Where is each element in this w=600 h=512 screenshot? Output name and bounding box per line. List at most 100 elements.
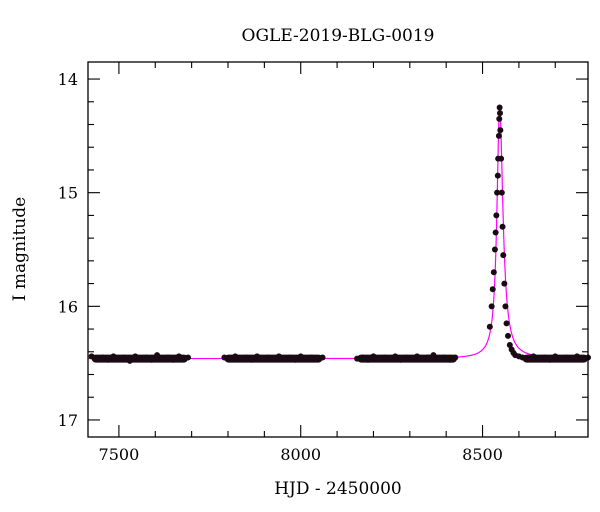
data-point: [185, 354, 191, 361]
data-point: [425, 354, 431, 361]
data-point: [496, 104, 503, 111]
data-point: [232, 353, 239, 360]
data-point: [414, 353, 421, 360]
data-point: [579, 355, 586, 362]
data-points-layer: [88, 104, 591, 364]
data-point: [386, 355, 393, 362]
data-point: [557, 355, 564, 362]
data-point: [254, 353, 261, 360]
x-tick-label: 7500: [99, 445, 140, 464]
data-point: [492, 229, 499, 236]
data-point: [505, 332, 511, 339]
data-point: [121, 354, 128, 361]
axis-ticks-layer: [88, 62, 588, 437]
data-point: [397, 356, 404, 363]
data-point: [488, 303, 495, 310]
data-point: [486, 323, 493, 330]
data-point: [143, 354, 150, 361]
x-tick-label: 8500: [462, 445, 503, 464]
data-point: [419, 355, 426, 362]
data-point: [221, 354, 228, 361]
data-point: [99, 354, 106, 361]
data-point: [497, 110, 503, 117]
y-tick-label: 17: [58, 411, 78, 430]
model-curve-layer: [88, 105, 588, 360]
data-point: [365, 356, 371, 363]
data-point: [541, 354, 548, 361]
data-point: [568, 355, 575, 362]
data-point: [243, 354, 250, 361]
data-point: [270, 355, 277, 362]
data-point: [175, 353, 182, 360]
data-point: [308, 354, 315, 361]
data-point: [502, 303, 509, 310]
data-point: [165, 354, 171, 361]
data-point: [430, 352, 437, 359]
x-tick-label: 8000: [280, 445, 321, 464]
data-point: [497, 127, 504, 134]
data-point: [498, 189, 505, 196]
data-point: [265, 354, 271, 361]
data-point: [115, 355, 122, 362]
chart-title: OGLE-2019-BLG-0019: [242, 26, 435, 46]
data-point: [494, 172, 501, 179]
data-point: [530, 353, 537, 360]
data-point: [314, 355, 321, 362]
data-point: [148, 356, 155, 363]
data-point: [132, 353, 139, 360]
data-point: [496, 115, 503, 122]
data-point: [286, 354, 293, 361]
data-point: [259, 355, 266, 362]
y-tick-label: 16: [58, 297, 78, 316]
data-point: [408, 355, 415, 362]
data-point: [275, 353, 282, 360]
data-point: [493, 212, 500, 219]
data-point: [506, 341, 513, 348]
data-point: [126, 357, 133, 364]
data-point: [446, 356, 453, 363]
data-point: [375, 355, 382, 362]
data-point: [499, 223, 506, 230]
y-axis-label: I magnitude: [10, 197, 30, 301]
data-point: [563, 354, 570, 361]
data-point: [354, 355, 361, 362]
data-point: [110, 353, 117, 360]
data-point: [303, 355, 310, 362]
data-point: [494, 189, 501, 196]
data-point: [503, 320, 510, 327]
data-point: [94, 355, 101, 362]
data-point: [546, 356, 553, 363]
data-point: [88, 353, 95, 360]
data-point: [154, 352, 161, 359]
tick-labels-layer: 7500 8000 8500 14 15 16 17: [58, 70, 503, 464]
data-point: [435, 355, 442, 362]
data-point: [441, 354, 448, 361]
data-point: [237, 355, 244, 362]
data-point: [159, 355, 166, 362]
data-point: [392, 353, 399, 360]
data-point: [370, 353, 377, 360]
data-point: [525, 355, 531, 362]
data-point: [574, 353, 581, 360]
data-point: [226, 355, 233, 362]
data-point: [519, 354, 526, 361]
data-point: [490, 269, 497, 276]
data-point: [281, 355, 288, 362]
data-point: [319, 354, 326, 361]
plot-area-frame: [87, 61, 589, 438]
data-point: [452, 354, 459, 361]
data-point: [137, 355, 144, 362]
model-curve: [88, 105, 588, 360]
data-point: [489, 286, 496, 293]
data-point: [105, 356, 111, 363]
data-point: [552, 353, 559, 360]
x-axis-label: HJD - 2450000: [274, 479, 402, 499]
data-point: [381, 354, 388, 361]
data-point: [498, 155, 505, 162]
data-point: [359, 354, 366, 361]
y-tick-label: 14: [58, 70, 78, 89]
data-point: [501, 280, 508, 287]
data-point: [297, 353, 304, 360]
data-point: [248, 356, 255, 363]
